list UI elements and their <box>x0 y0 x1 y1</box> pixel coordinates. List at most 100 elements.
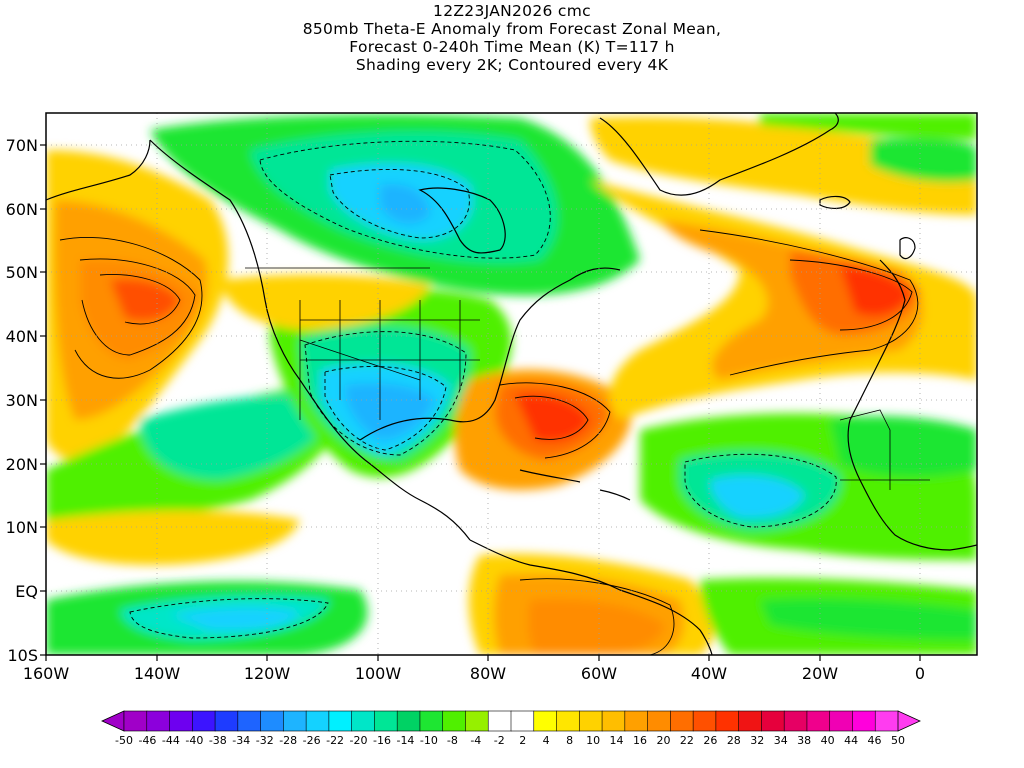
colorbar-left-arrow <box>101 710 125 732</box>
title-line-4: Shading every 2K; Contoured every 4K <box>355 56 669 74</box>
colorbar-label: 26 <box>703 734 717 747</box>
colorbar-label: 32 <box>750 734 764 747</box>
colorbar-label: -38 <box>209 734 227 747</box>
latitude-labels: 70N 60N 50N 40N 30N 20N 10N EQ 10S <box>6 136 38 665</box>
colorbar-swatch <box>442 710 467 732</box>
colorbar-swatch <box>624 710 649 732</box>
colorbar-swatch <box>601 710 626 732</box>
colorbar-label: -16 <box>373 734 391 747</box>
colorbar-label: -4 <box>470 734 481 747</box>
grid-lines <box>46 113 977 655</box>
colorbar-label: -50 <box>115 734 133 747</box>
longitude-labels: 160W 140W 120W 100W 80W 60W 40W 20W 0 <box>23 664 925 683</box>
colorbar-swatch <box>670 710 694 732</box>
dashed-contour-lines <box>129 140 837 639</box>
colorbar-label: 22 <box>680 734 694 747</box>
lat-label-30n: 30N <box>6 391 38 410</box>
lat-label-50n: 50N <box>6 263 38 282</box>
axis-ticks <box>40 144 921 661</box>
lat-label-40n: 40N <box>6 327 38 346</box>
colorbar: -50 -46 -44 -40 -38 -34 -32 -28 -26 -22 -20 -16 -14-… <box>101 710 921 747</box>
contour-lines <box>59 229 919 655</box>
colorbar-swatch <box>578 710 603 732</box>
lon-label-60w: 60W <box>581 664 617 683</box>
colorbar-label: 50 <box>891 734 905 747</box>
colorbar-swatch <box>692 710 717 732</box>
colorbar-swatch <box>874 710 899 732</box>
lat-label-70n: 70N <box>6 136 38 155</box>
lon-label-80w: 80W <box>470 664 506 683</box>
colorbar-label: 10 <box>586 734 600 747</box>
colorbar-swatch <box>283 710 307 732</box>
colorbar-right-arrow <box>897 710 921 732</box>
colorbar-swatch <box>169 710 193 732</box>
colorbar-label: -22 <box>326 734 344 747</box>
colorbar-swatch <box>556 710 580 732</box>
colorbar-swatch <box>510 710 535 732</box>
map-title-block: 12Z23JAN2026 cmc 850mb Theta-E Anomaly f… <box>0 2 1024 74</box>
title-line-1: 12Z23JAN2026 cmc <box>433 2 591 20</box>
colorbar-label: -26 <box>303 734 321 747</box>
colorbar-label: 34 <box>774 734 788 747</box>
colorbar-swatch <box>214 710 239 732</box>
colorbar-swatch <box>715 710 740 732</box>
colorbar-swatch <box>260 710 284 732</box>
lon-label-160w: 160W <box>23 664 70 683</box>
colorbar-label: -46 <box>138 734 156 747</box>
anomaly-shading <box>46 113 977 655</box>
colorbar-swatch <box>123 710 148 732</box>
colorbar-label: -44 <box>162 734 180 747</box>
colorbar-label: 40 <box>821 734 835 747</box>
colorbar-label: -2 <box>494 734 505 747</box>
colorbar-label: -34 <box>232 734 250 747</box>
lon-label-0: 0 <box>915 664 925 683</box>
map-frame <box>45 112 978 656</box>
colorbar-swatch <box>806 710 831 732</box>
colorbar-swatch <box>738 710 763 732</box>
colorbar-swatch <box>351 710 376 732</box>
colorbar-label: 38 <box>797 734 811 747</box>
colorbar-label: -10 <box>420 734 438 747</box>
colorbar-label: 16 <box>633 734 647 747</box>
colorbar-swatch <box>761 710 785 732</box>
coastlines <box>46 113 977 655</box>
colorbar-swatch <box>328 710 353 732</box>
colorbar-swatch <box>533 710 558 732</box>
colorbar-label: 8 <box>566 734 573 747</box>
colorbar-swatch <box>829 710 854 732</box>
lon-label-40w: 40W <box>691 664 727 683</box>
colorbar-swatch <box>852 710 876 732</box>
colorbar-label: 4 <box>543 734 550 747</box>
lon-label-140w: 140W <box>134 664 181 683</box>
lon-label-20w: 20W <box>802 664 838 683</box>
colorbar-label: 46 <box>868 734 882 747</box>
lat-label-20n: 20N <box>6 455 38 474</box>
political-boundaries <box>245 267 930 490</box>
colorbar-swatch <box>419 710 444 732</box>
colorbar-label: -32 <box>256 734 274 747</box>
colorbar-swatch <box>487 710 512 732</box>
title-line-2: 850mb Theta-E Anomaly from Forecast Zona… <box>302 20 722 38</box>
colorbar-label: 44 <box>844 734 858 747</box>
colorbar-swatch <box>783 710 808 732</box>
lat-label-60n: 60N <box>6 200 38 219</box>
colorbar-label: -8 <box>447 734 458 747</box>
colorbar-swatch <box>647 710 671 732</box>
colorbar-label: -14 <box>396 734 414 747</box>
colorbar-label: -40 <box>185 734 203 747</box>
colorbar-swatch <box>465 710 489 732</box>
colorbar-label: 14 <box>610 734 624 747</box>
colorbar-swatch <box>237 710 262 732</box>
lon-label-100w: 100W <box>355 664 402 683</box>
colorbar-label: 28 <box>727 734 741 747</box>
colorbar-swatch <box>374 710 398 732</box>
lat-label-eq: EQ <box>15 582 38 601</box>
lat-label-10n: 10N <box>6 518 38 537</box>
lon-label-120w: 120W <box>244 664 291 683</box>
colorbar-swatch <box>305 710 330 732</box>
colorbar-label: 20 <box>656 734 670 747</box>
colorbar-swatch <box>396 710 421 732</box>
lat-label-10s: 10S <box>7 646 38 665</box>
colorbar-label: 2 <box>519 734 526 747</box>
